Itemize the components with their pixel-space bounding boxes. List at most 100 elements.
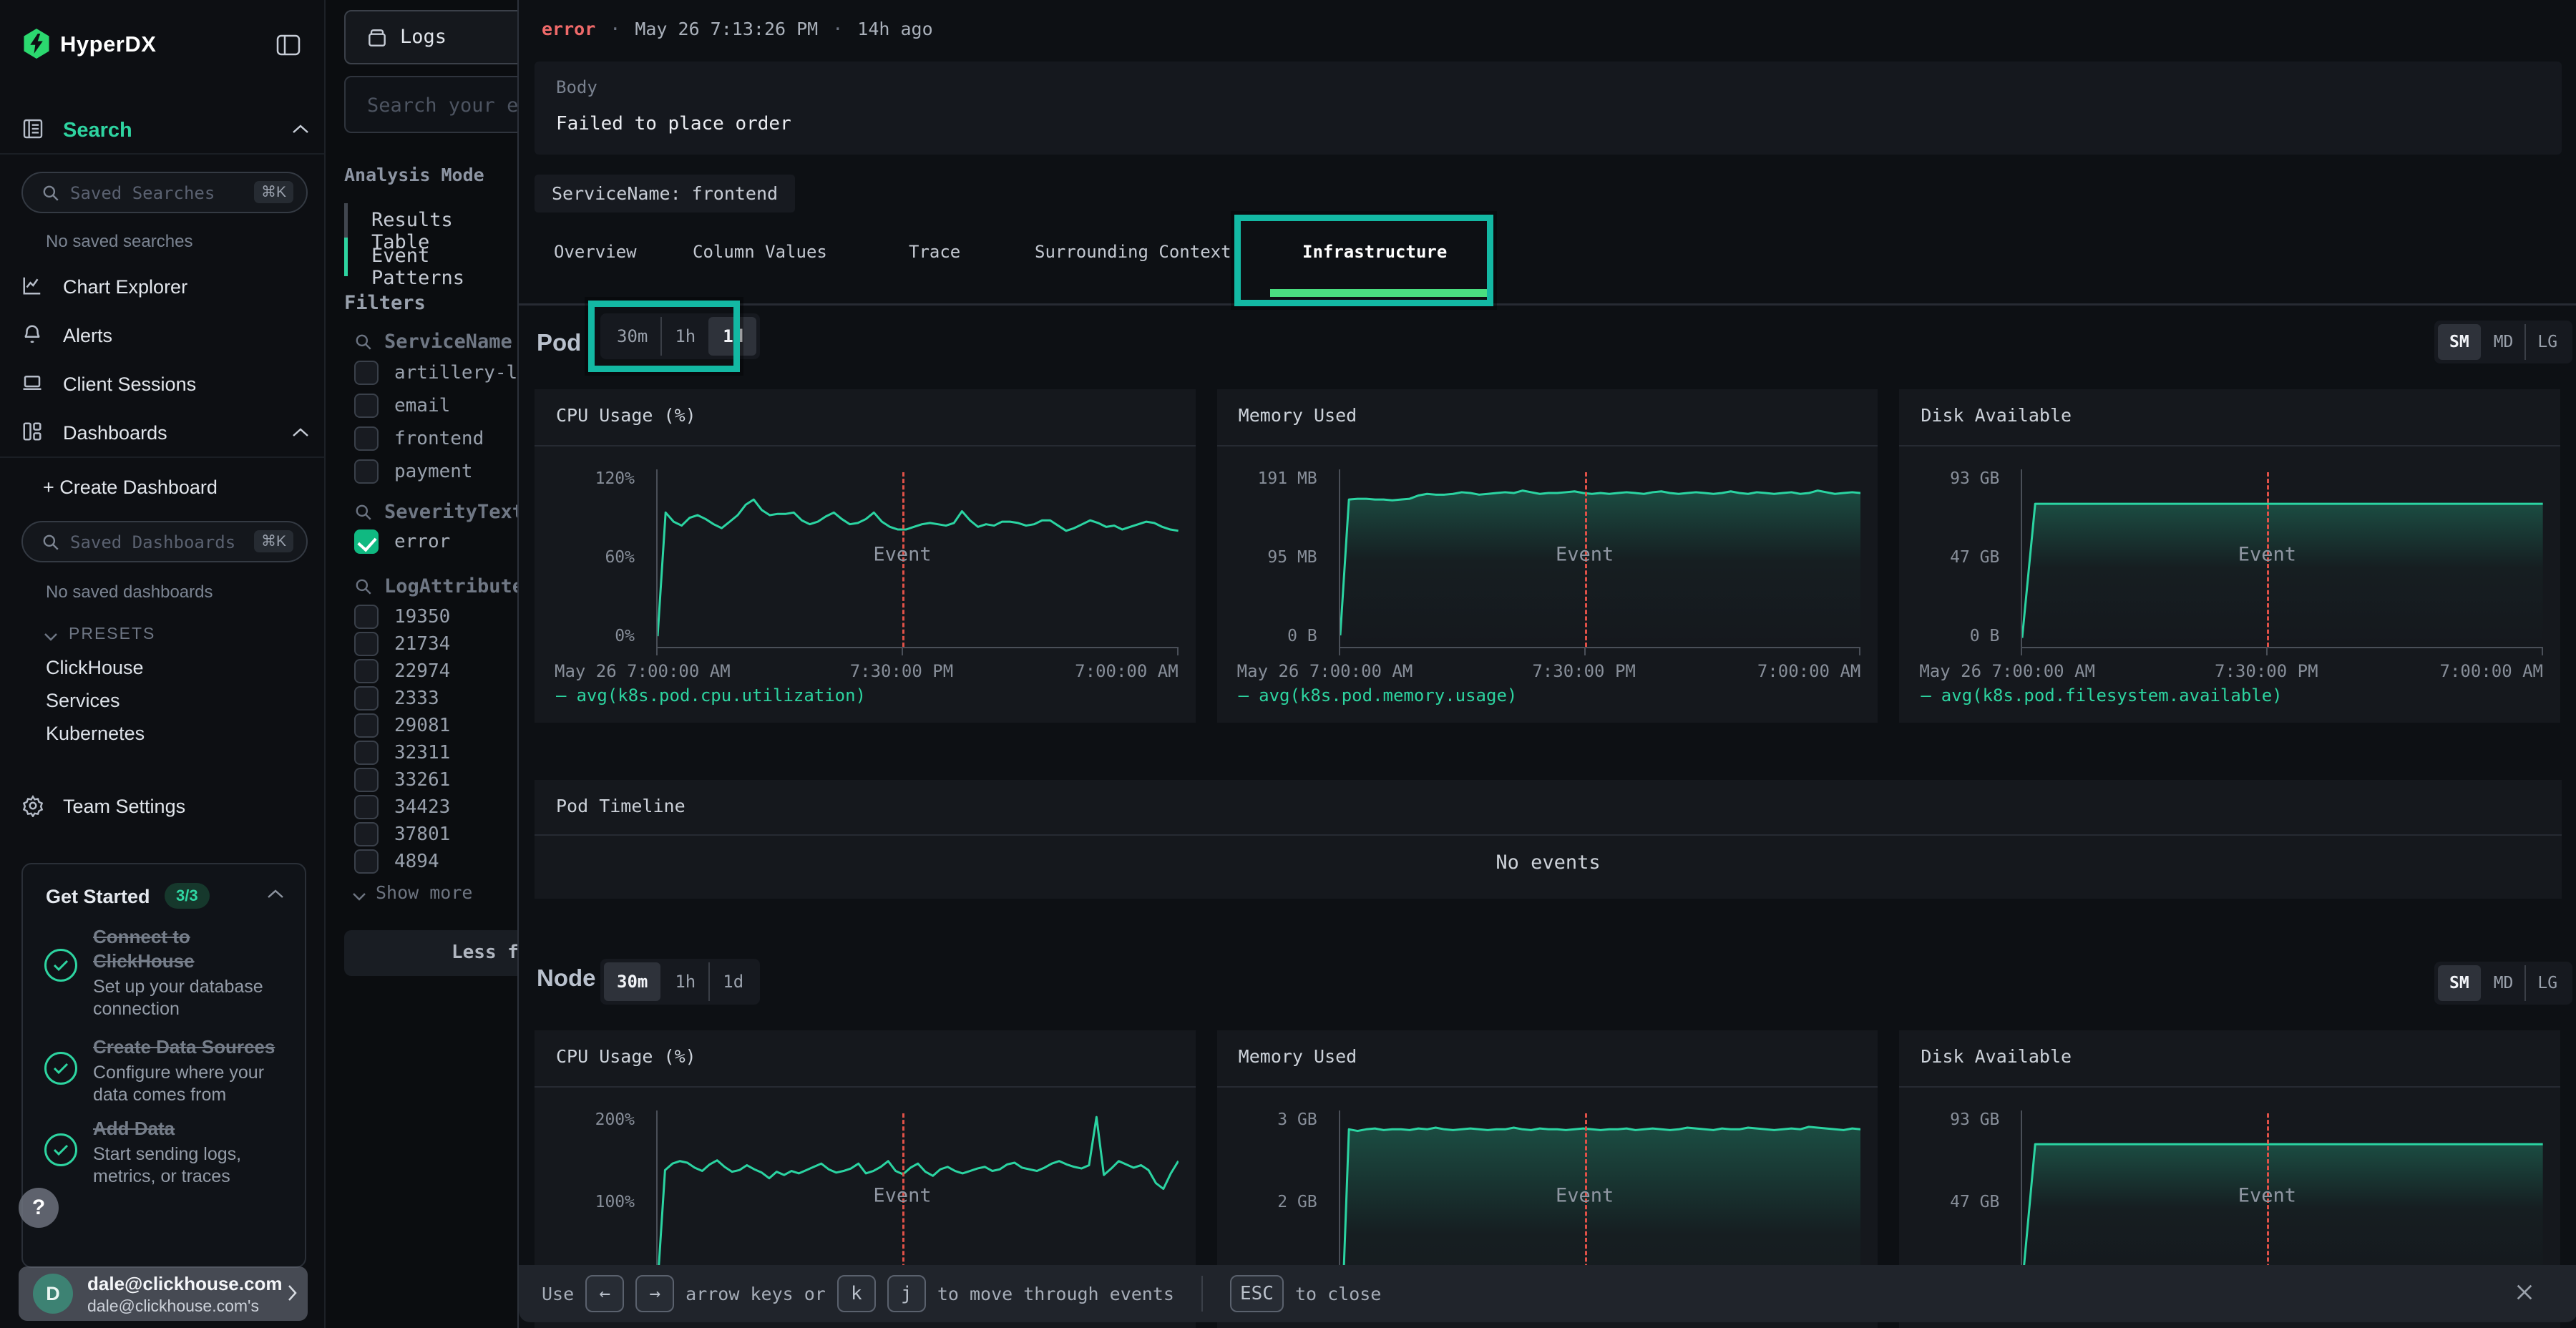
divider — [0, 456, 326, 458]
arrow-right-key[interactable]: → — [635, 1275, 674, 1312]
pod-timeline-card: Pod Timeline No events — [535, 780, 2562, 899]
checkbox[interactable] — [354, 686, 379, 711]
presets-toggle[interactable]: PRESETS — [43, 624, 155, 643]
sidebar-item-services[interactable]: Services — [46, 690, 120, 712]
filter-option[interactable]: 33261 — [354, 768, 450, 792]
checkbox[interactable] — [354, 822, 379, 846]
filter-option[interactable]: 22974 — [354, 659, 450, 683]
help-button[interactable]: ? — [19, 1188, 59, 1228]
filter-option[interactable]: 2333 — [354, 686, 439, 711]
search-icon — [354, 333, 373, 351]
checkbox[interactable] — [354, 361, 379, 385]
filter-option[interactable]: payment — [354, 459, 473, 484]
event-body-card: Body Failed to place order — [535, 62, 2562, 155]
filter-option[interactable]: 37801 — [354, 822, 450, 846]
checkbox[interactable] — [354, 459, 379, 484]
gear-icon — [21, 794, 44, 821]
saved-searches-input[interactable]: Saved Searches ⌘K — [21, 172, 308, 213]
checkbox-checked[interactable] — [354, 529, 379, 554]
checkbox[interactable] — [354, 741, 379, 765]
saved-dashboards-input[interactable]: Saved Dashboards ⌘K — [21, 521, 308, 562]
create-dashboard-button[interactable]: + Create Dashboard — [43, 477, 218, 499]
filter-option[interactable]: 19350 — [354, 605, 450, 629]
chevron-up-icon[interactable] — [266, 889, 285, 904]
sidebar-item-clickhouse[interactable]: ClickHouse — [46, 657, 144, 679]
show-more-toggle[interactable]: Show more — [351, 882, 472, 903]
mode-event-patterns[interactable]: Event Patterns — [371, 245, 517, 289]
sidebar-item-chart-explorer[interactable]: Chart Explorer — [63, 276, 187, 298]
size-md-button[interactable]: MD — [2481, 965, 2525, 1001]
size-sm-button[interactable]: SM — [2438, 965, 2481, 1001]
service-name-chip[interactable]: ServiceName: frontend — [535, 175, 795, 213]
range-30m-button[interactable]: 30m — [604, 962, 660, 1001]
range-1d-button[interactable]: 1d — [708, 317, 756, 356]
sidebar-item-alerts[interactable]: Alerts — [63, 325, 112, 347]
close-icon[interactable] — [2513, 1281, 2536, 1308]
tab-trace[interactable]: Trace — [909, 242, 960, 262]
sidebar-item-team-settings[interactable]: Team Settings — [63, 796, 185, 818]
source-selector-button[interactable]: Logs — [344, 10, 517, 64]
avatar: D — [33, 1274, 73, 1314]
checkbox[interactable] — [354, 713, 379, 738]
dashboards-grid-icon — [21, 421, 43, 446]
filter-option[interactable]: artillery-loa — [354, 361, 517, 385]
chevron-up-icon[interactable] — [291, 123, 311, 140]
size-lg-button[interactable]: LG — [2524, 965, 2569, 1001]
filter-option[interactable]: 4894 — [354, 849, 439, 874]
sidebar: HyperDX Search Saved Searches ⌘K No save… — [0, 0, 326, 1328]
filter-option[interactable]: frontend — [354, 426, 484, 451]
sidebar-item-dashboards[interactable]: Dashboards — [63, 422, 167, 444]
less-filters-button[interactable]: Less fil — [344, 930, 517, 976]
event-marker-label: Event — [1556, 544, 1614, 566]
collapse-panel-icon[interactable] — [276, 34, 301, 59]
sidebar-item-client-sessions[interactable]: Client Sessions — [63, 374, 196, 396]
k-key[interactable]: k — [837, 1275, 876, 1312]
step-desc: Configure where your data comes from — [93, 1062, 282, 1106]
j-key[interactable]: j — [887, 1275, 926, 1312]
get-started-step[interactable]: Add Data Start sending logs, metrics, or… — [44, 1116, 288, 1188]
size-sm-button[interactable]: SM — [2438, 324, 2481, 360]
chart-plot: Event — [1339, 469, 1861, 648]
checkbox[interactable] — [354, 632, 379, 656]
tab-infrastructure[interactable]: Infrastructure — [1302, 242, 1447, 262]
checkbox[interactable] — [354, 394, 379, 418]
tab-column-values[interactable]: Column Values — [693, 242, 827, 262]
filter-option-checked[interactable]: error — [354, 529, 450, 554]
checkbox[interactable] — [354, 605, 379, 629]
checkbox[interactable] — [354, 659, 379, 683]
checkbox[interactable] — [354, 768, 379, 792]
filter-option[interactable]: 29081 — [354, 713, 450, 738]
filter-group-servicename[interactable]: ServiceName — [354, 331, 512, 353]
esc-key[interactable]: ESC — [1230, 1275, 1284, 1312]
checkbox[interactable] — [354, 849, 379, 874]
filter-option[interactable]: 21734 — [354, 632, 450, 656]
range-30m-button[interactable]: 30m — [604, 317, 660, 356]
size-md-button[interactable]: MD — [2481, 324, 2525, 360]
sidebar-item-search[interactable]: Search — [63, 119, 132, 142]
user-account-bar[interactable]: D dale@clickhouse.com dale@clickhouse.co… — [19, 1266, 308, 1321]
y-tick-label: 0 B — [1939, 627, 1999, 646]
sidebar-item-kubernetes[interactable]: Kubernetes — [46, 723, 145, 745]
range-1h-button[interactable]: 1h — [660, 317, 708, 356]
range-1h-button[interactable]: 1h — [660, 962, 708, 1001]
chevron-up-icon[interactable] — [291, 426, 311, 443]
chart-plot: Event — [1339, 1110, 1861, 1289]
filter-group-severitytext[interactable]: SeverityText — [354, 501, 517, 523]
filter-option[interactable]: email — [354, 394, 450, 418]
filter-option-label: frontend — [394, 428, 484, 449]
checkbox[interactable] — [354, 795, 379, 819]
filter-group-logattributes[interactable]: LogAttributes — [354, 575, 517, 597]
get-started-step[interactable]: Create Data Sources Configure where your… — [44, 1035, 288, 1106]
size-lg-button[interactable]: LG — [2524, 324, 2569, 360]
filter-option[interactable]: 32311 — [354, 741, 450, 765]
show-more-label: Show more — [376, 882, 472, 903]
filter-option[interactable]: 34423 — [354, 795, 450, 819]
tab-overview[interactable]: Overview — [554, 242, 637, 262]
checkbox[interactable] — [354, 426, 379, 451]
nav-hint-mid: arrow keys or — [686, 1284, 826, 1304]
event-search-input[interactable]: Search your ev — [344, 76, 517, 133]
arrow-left-key[interactable]: ← — [585, 1275, 624, 1312]
range-1d-button[interactable]: 1d — [708, 962, 756, 1001]
tab-surrounding-context[interactable]: Surrounding Context — [1035, 242, 1231, 262]
get-started-step[interactable]: Connect to ClickHouse Set up your databa… — [44, 924, 288, 1020]
